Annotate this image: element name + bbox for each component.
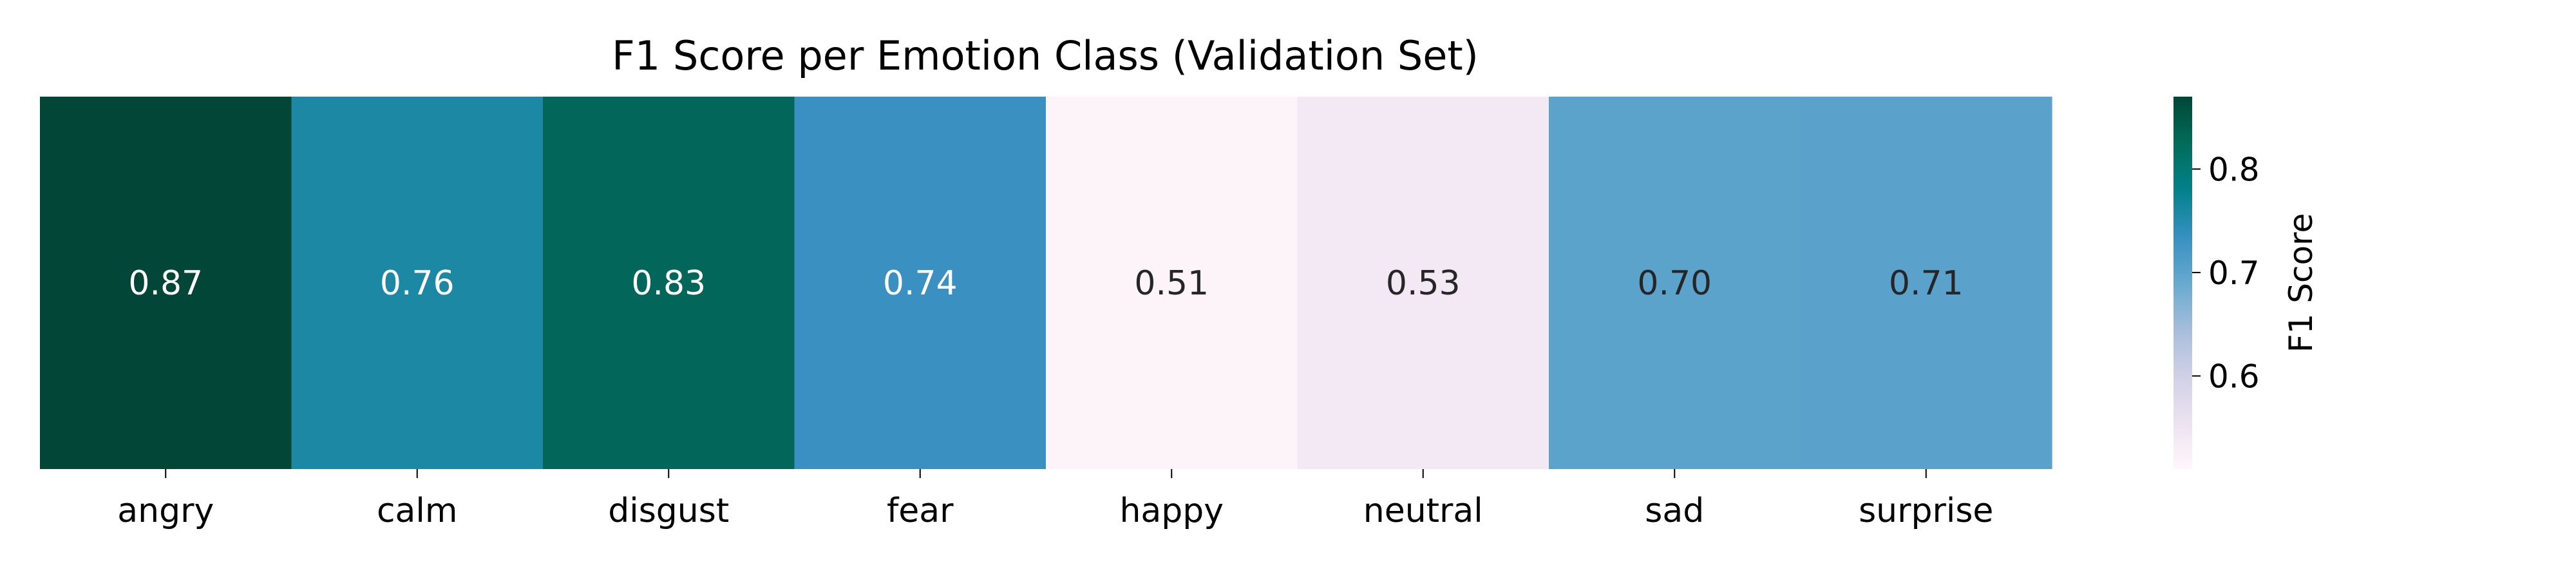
x-tick-label: calm: [377, 492, 458, 530]
cell-value-label: 0.83: [631, 264, 706, 303]
heatmap-cell-angry: [40, 97, 292, 469]
x-tick-label: fear: [887, 492, 954, 530]
colorbar-gradient: [2174, 97, 2192, 469]
x-axis: angry calm disgust fear happy neutral sad surpr…: [117, 469, 1993, 530]
x-tick-label: disgust: [608, 492, 729, 530]
heatmap-cell-neutral: [1297, 97, 1549, 469]
cell-value-label: 0.74: [883, 264, 958, 303]
x-tick-label: happy: [1119, 492, 1224, 530]
x-tick-label: neutral: [1363, 492, 1483, 530]
colorbar-tick-label: 0.8: [2208, 151, 2260, 188]
heatmap-cell-fear: [794, 97, 1046, 469]
heatmap-cell-disgust: [543, 97, 795, 469]
x-tick-label: sad: [1645, 492, 1704, 530]
cell-value-label: 0.53: [1386, 264, 1461, 303]
heatmap-cell-sad: [1549, 97, 1801, 469]
colorbar: 0.6 0.7 0.8: [2174, 97, 2260, 469]
cell-value-label: 0.76: [380, 264, 455, 303]
colorbar-tick-label: 0.6: [2208, 358, 2260, 396]
heatmap-cell-calm: [291, 97, 544, 469]
heatmap-cell-happy: [1046, 97, 1298, 469]
cell-value-label: 0.71: [1889, 264, 1964, 303]
colorbar-label: F1 Score: [2282, 213, 2320, 353]
colorbar-tick-label: 0.7: [2208, 255, 2260, 292]
x-tick-label: surprise: [1859, 492, 1993, 530]
chart-title: F1 Score per Emotion Class (Validation S…: [612, 32, 1479, 79]
heatmap-cell-surprise: [1800, 97, 2052, 469]
cell-value-label: 0.70: [1637, 264, 1712, 303]
cell-value-label: 0.51: [1134, 264, 1209, 303]
heatmap-cells: 0.87 0.76 0.83 0.74 0.51 0.53 0.70 0.71: [40, 97, 2052, 469]
x-tick-label: angry: [117, 492, 214, 530]
cell-value-label: 0.87: [128, 264, 203, 303]
